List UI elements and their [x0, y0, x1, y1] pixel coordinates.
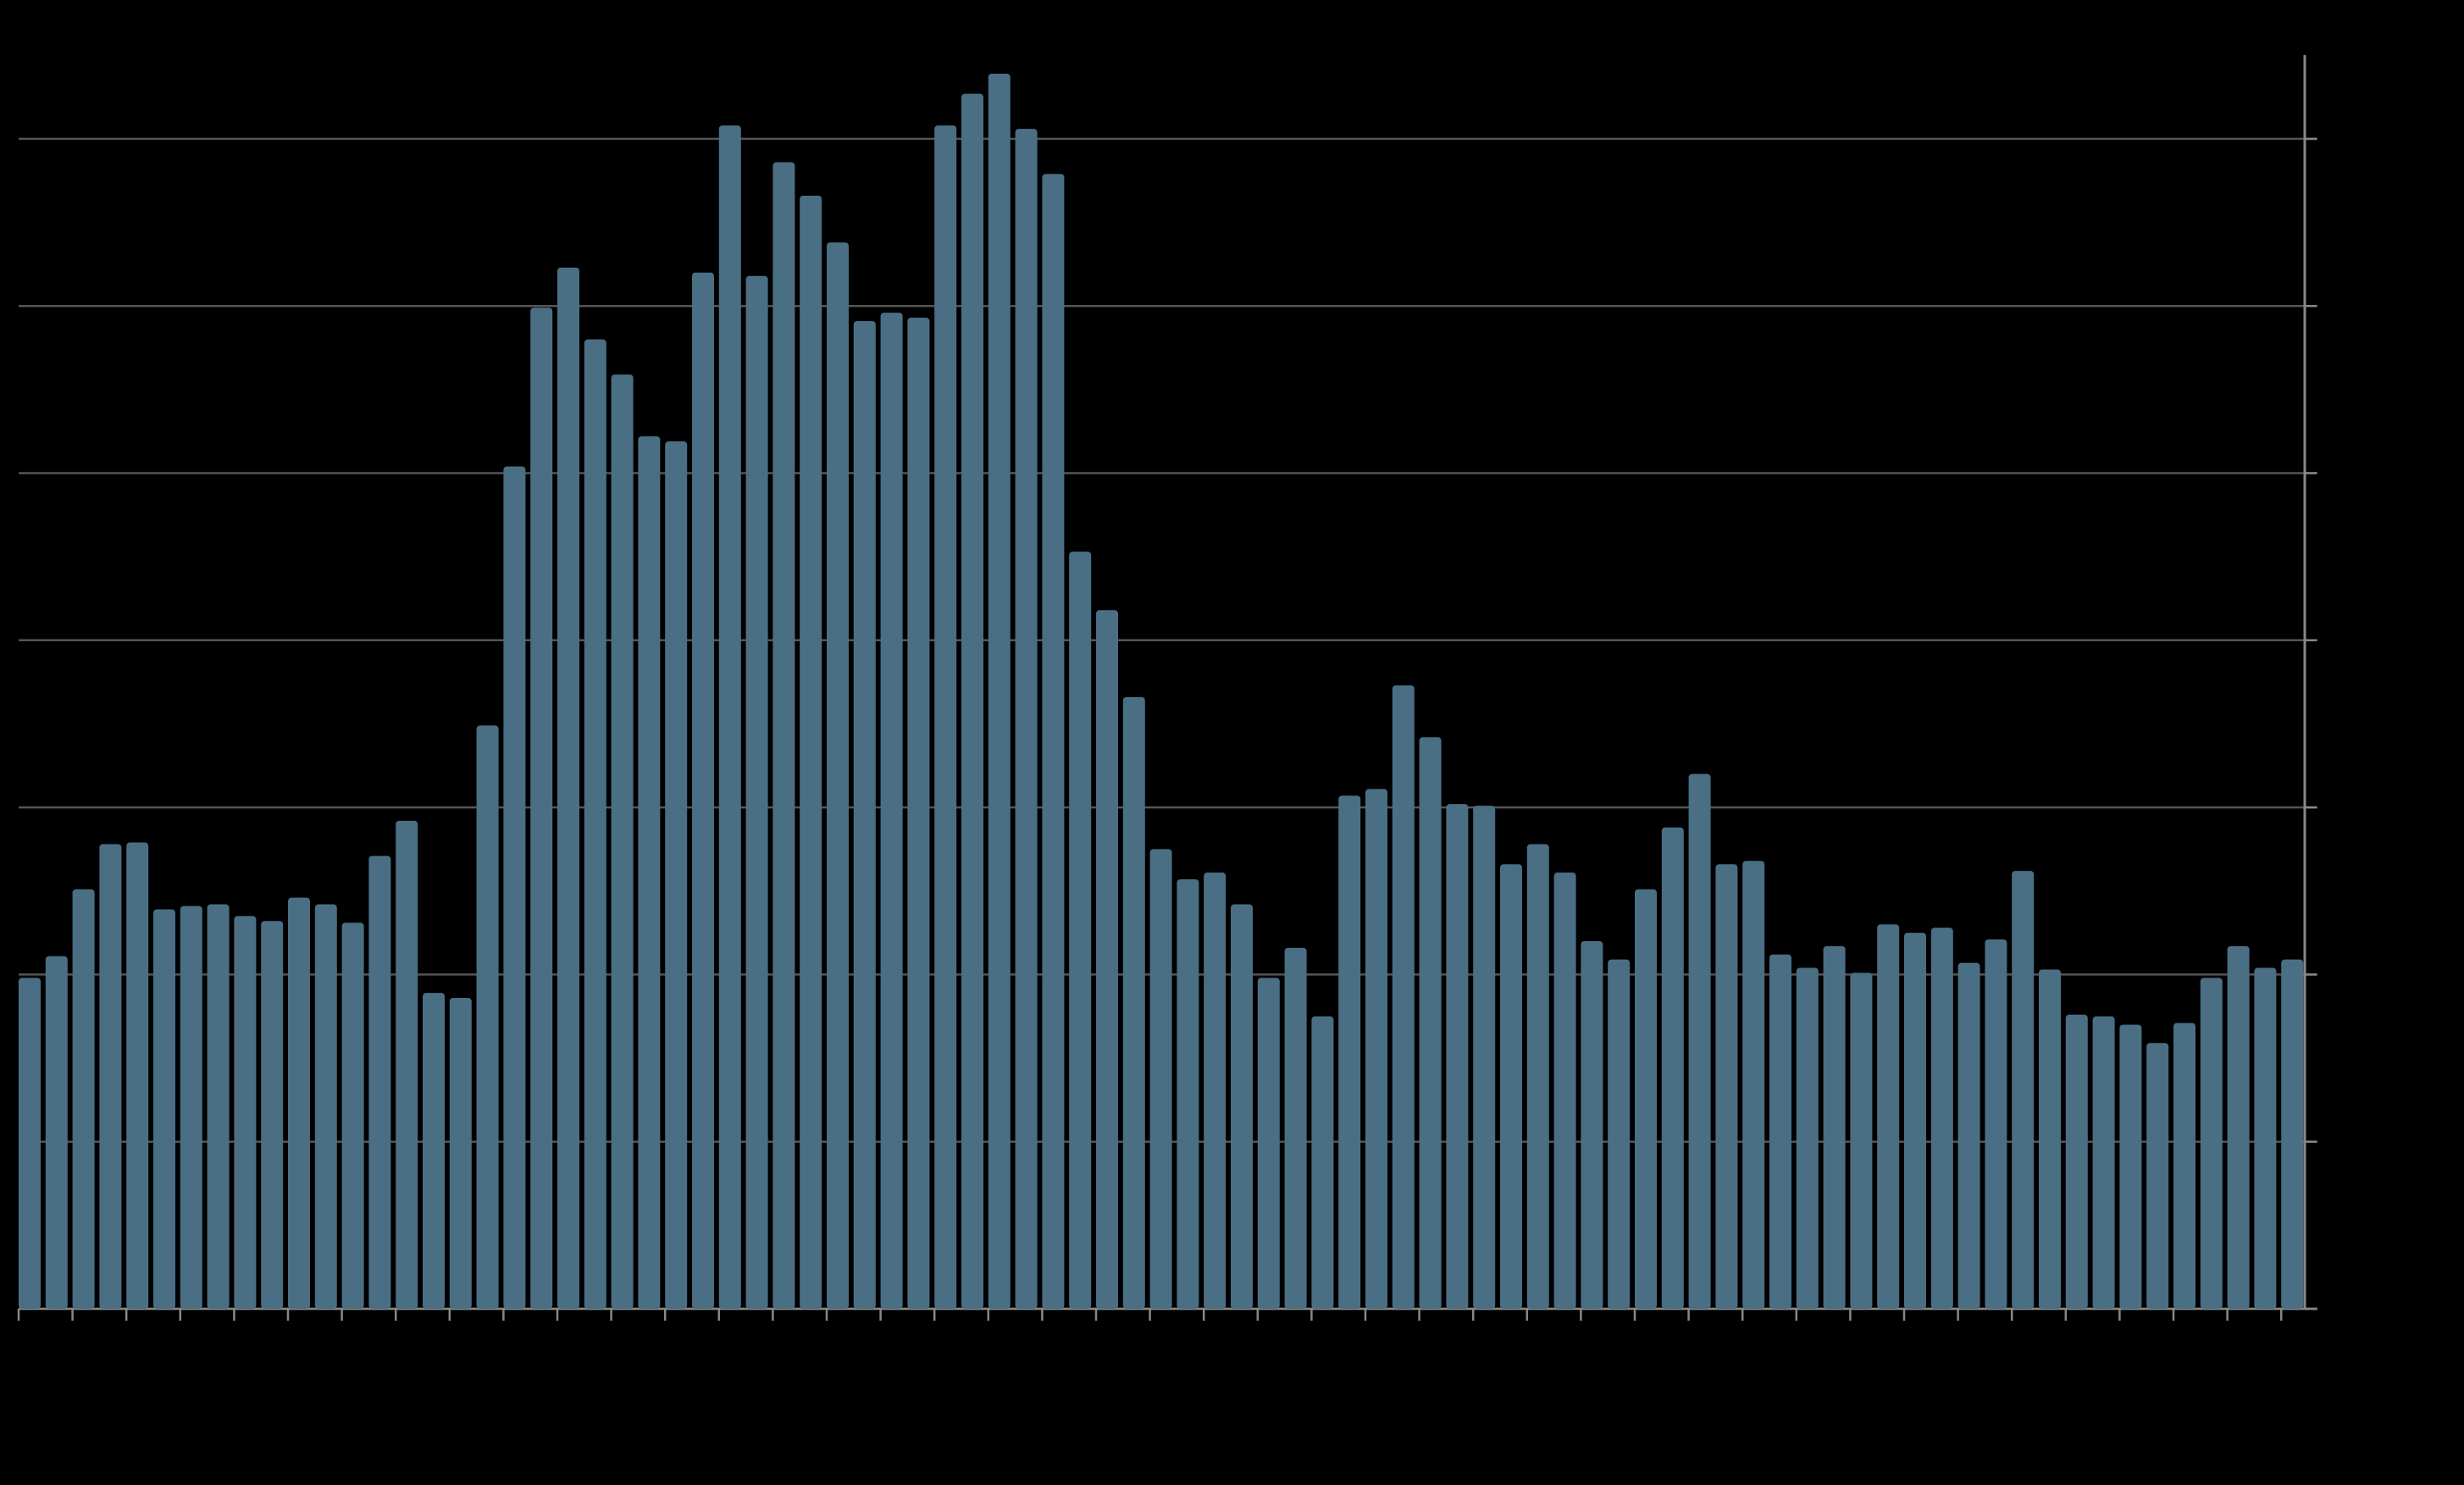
bar	[1257, 978, 1280, 1309]
bar	[1149, 849, 1172, 1309]
bar	[45, 956, 68, 1309]
bar	[126, 842, 149, 1309]
bar	[368, 856, 391, 1309]
bar	[2012, 871, 2035, 1309]
bar	[1338, 795, 1361, 1309]
bar	[1957, 962, 1980, 1309]
bar	[261, 921, 284, 1309]
bar	[476, 725, 499, 1309]
bar	[1904, 933, 1926, 1309]
bar	[1446, 804, 1469, 1309]
bar	[1231, 904, 1253, 1309]
bar	[2281, 959, 2304, 1309]
bar	[1850, 972, 1873, 1309]
bar	[1177, 878, 1199, 1309]
bar	[1284, 947, 1307, 1309]
bar	[1769, 954, 1791, 1309]
bar	[988, 73, 1011, 1309]
bar	[1122, 696, 1145, 1309]
bar	[288, 897, 310, 1309]
bar	[1042, 174, 1065, 1310]
bar	[1500, 864, 1522, 1309]
bar	[503, 466, 526, 1309]
bar	[638, 436, 661, 1309]
bar	[880, 313, 903, 1309]
bar	[1635, 889, 1657, 1309]
bar	[2146, 1043, 2169, 1309]
bar	[1553, 873, 1576, 1309]
bar	[718, 125, 741, 1309]
bar	[99, 844, 122, 1309]
bar	[772, 162, 795, 1310]
bar	[1661, 827, 1684, 1309]
bar	[1204, 873, 1226, 1309]
bar	[745, 275, 768, 1310]
bar	[449, 998, 472, 1309]
bar	[961, 93, 983, 1309]
bar	[341, 923, 364, 1309]
bar	[2119, 1024, 2142, 1309]
bar	[1796, 967, 1819, 1309]
bar	[584, 339, 606, 1310]
bar	[423, 993, 445, 1309]
bar	[234, 916, 257, 1309]
bar	[530, 308, 553, 1309]
bar	[2092, 1016, 2115, 1309]
bar	[1581, 940, 1603, 1309]
bar	[1715, 864, 1738, 1309]
bar	[396, 820, 418, 1309]
bar	[1069, 551, 1092, 1309]
bar	[1015, 129, 1038, 1310]
bar	[2065, 1014, 2088, 1309]
bar	[692, 272, 714, 1310]
bar	[1742, 861, 1765, 1309]
bar	[1473, 806, 1496, 1309]
bar	[1823, 945, 1846, 1309]
bar	[2227, 945, 2250, 1309]
bar	[1419, 737, 1442, 1309]
bar	[1608, 959, 1631, 1309]
bar	[1311, 1016, 1334, 1309]
bar	[2254, 967, 2277, 1309]
bar	[1096, 610, 1118, 1309]
bar	[611, 374, 634, 1309]
bar	[1365, 789, 1387, 1309]
bar	[800, 196, 822, 1309]
bar	[1688, 773, 1711, 1309]
bar	[153, 909, 175, 1309]
bar	[934, 125, 957, 1309]
bar	[2173, 1022, 2195, 1309]
bar	[180, 906, 202, 1309]
bar	[207, 904, 230, 1309]
bar	[1930, 928, 1953, 1309]
bar	[314, 904, 337, 1309]
bar	[1526, 844, 1549, 1309]
bar	[72, 889, 95, 1309]
bar	[907, 318, 930, 1309]
bar	[557, 267, 579, 1309]
bar	[2200, 978, 2223, 1309]
bar	[853, 320, 876, 1310]
bar	[827, 242, 849, 1309]
bar	[1877, 924, 1900, 1309]
bar	[19, 978, 41, 1309]
bar	[1985, 939, 2007, 1309]
bar	[1392, 685, 1415, 1309]
bar	[2039, 969, 2061, 1309]
bar	[665, 441, 688, 1309]
